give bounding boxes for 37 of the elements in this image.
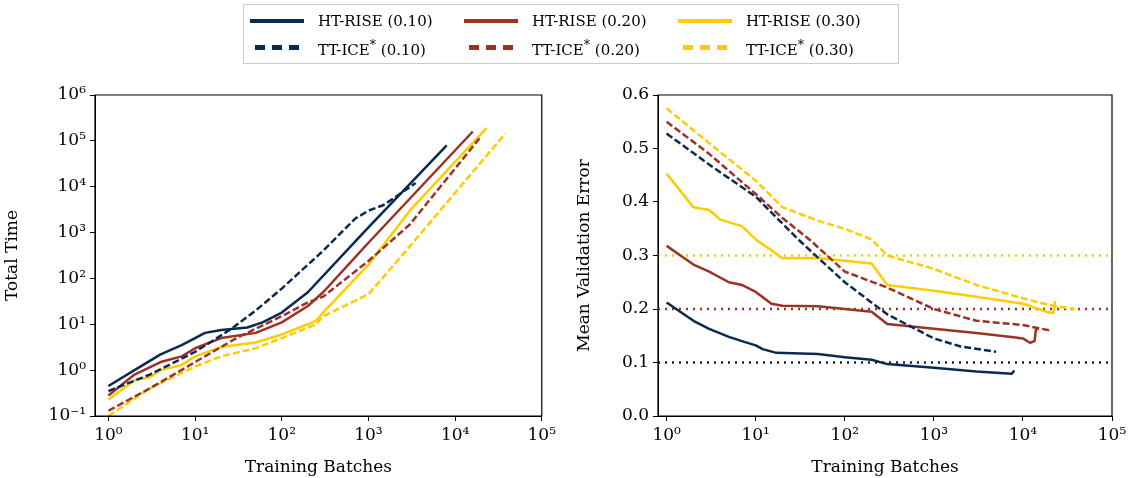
y-tick-label: 10⁴ [57, 175, 87, 196]
x-axis-title: Training Batches [244, 456, 393, 477]
legend-label: TT-ICE$^{*}$ (0.20) [532, 36, 640, 59]
y-tick-label: 10⁻¹ [48, 404, 86, 425]
x-tick-label: 10⁴ [440, 423, 470, 444]
legend-label: TT-ICE$^{*}$ (0.10) [318, 36, 426, 59]
y-tick-label: 0.4 [621, 190, 649, 211]
x-tick-label: 10⁵ [527, 423, 557, 444]
y-axis-title: Total Time [0, 209, 21, 302]
x-tick-label: 10³ [354, 423, 383, 444]
y-tick-label: 10² [57, 266, 86, 287]
x-axis-title: Training Batches [811, 456, 959, 477]
x-tick-label: 10¹ [741, 423, 770, 444]
y-tick-label: 10¹ [57, 312, 86, 333]
x-tick-label: 10³ [919, 423, 949, 444]
legend-label: HT-RISE (0.30) [746, 11, 861, 30]
x-tick-label: 10⁵ [1097, 423, 1127, 444]
y-tick-label: 10⁶ [57, 83, 87, 104]
y-tick-label: 0.6 [621, 83, 649, 104]
x-tick-label: 10² [267, 423, 296, 444]
y-tick-label: 0.1 [621, 350, 649, 371]
y-tick-label: 0.0 [621, 404, 649, 425]
y-tick-label: 10⁵ [57, 129, 87, 150]
x-tick-label: 10⁰ [652, 423, 682, 444]
x-tick-label: 10⁰ [94, 423, 123, 444]
x-tick-label: 10² [830, 423, 860, 444]
y-axis-title: Mean Validation Error [572, 158, 593, 352]
legend-label: HT-RISE (0.10) [318, 11, 433, 30]
y-tick-label: 0.5 [621, 136, 649, 157]
y-tick-label: 10³ [57, 220, 86, 241]
y-tick-label: 0.3 [621, 243, 649, 264]
x-tick-label: 10¹ [180, 423, 210, 444]
y-tick-label: 10⁰ [57, 358, 87, 379]
legend-label: TT-ICE$^{*}$ (0.30) [746, 36, 854, 59]
x-tick-label: 10⁴ [1008, 423, 1038, 444]
legend-label: HT-RISE (0.20) [532, 11, 647, 30]
y-tick-label: 0.2 [621, 297, 649, 318]
